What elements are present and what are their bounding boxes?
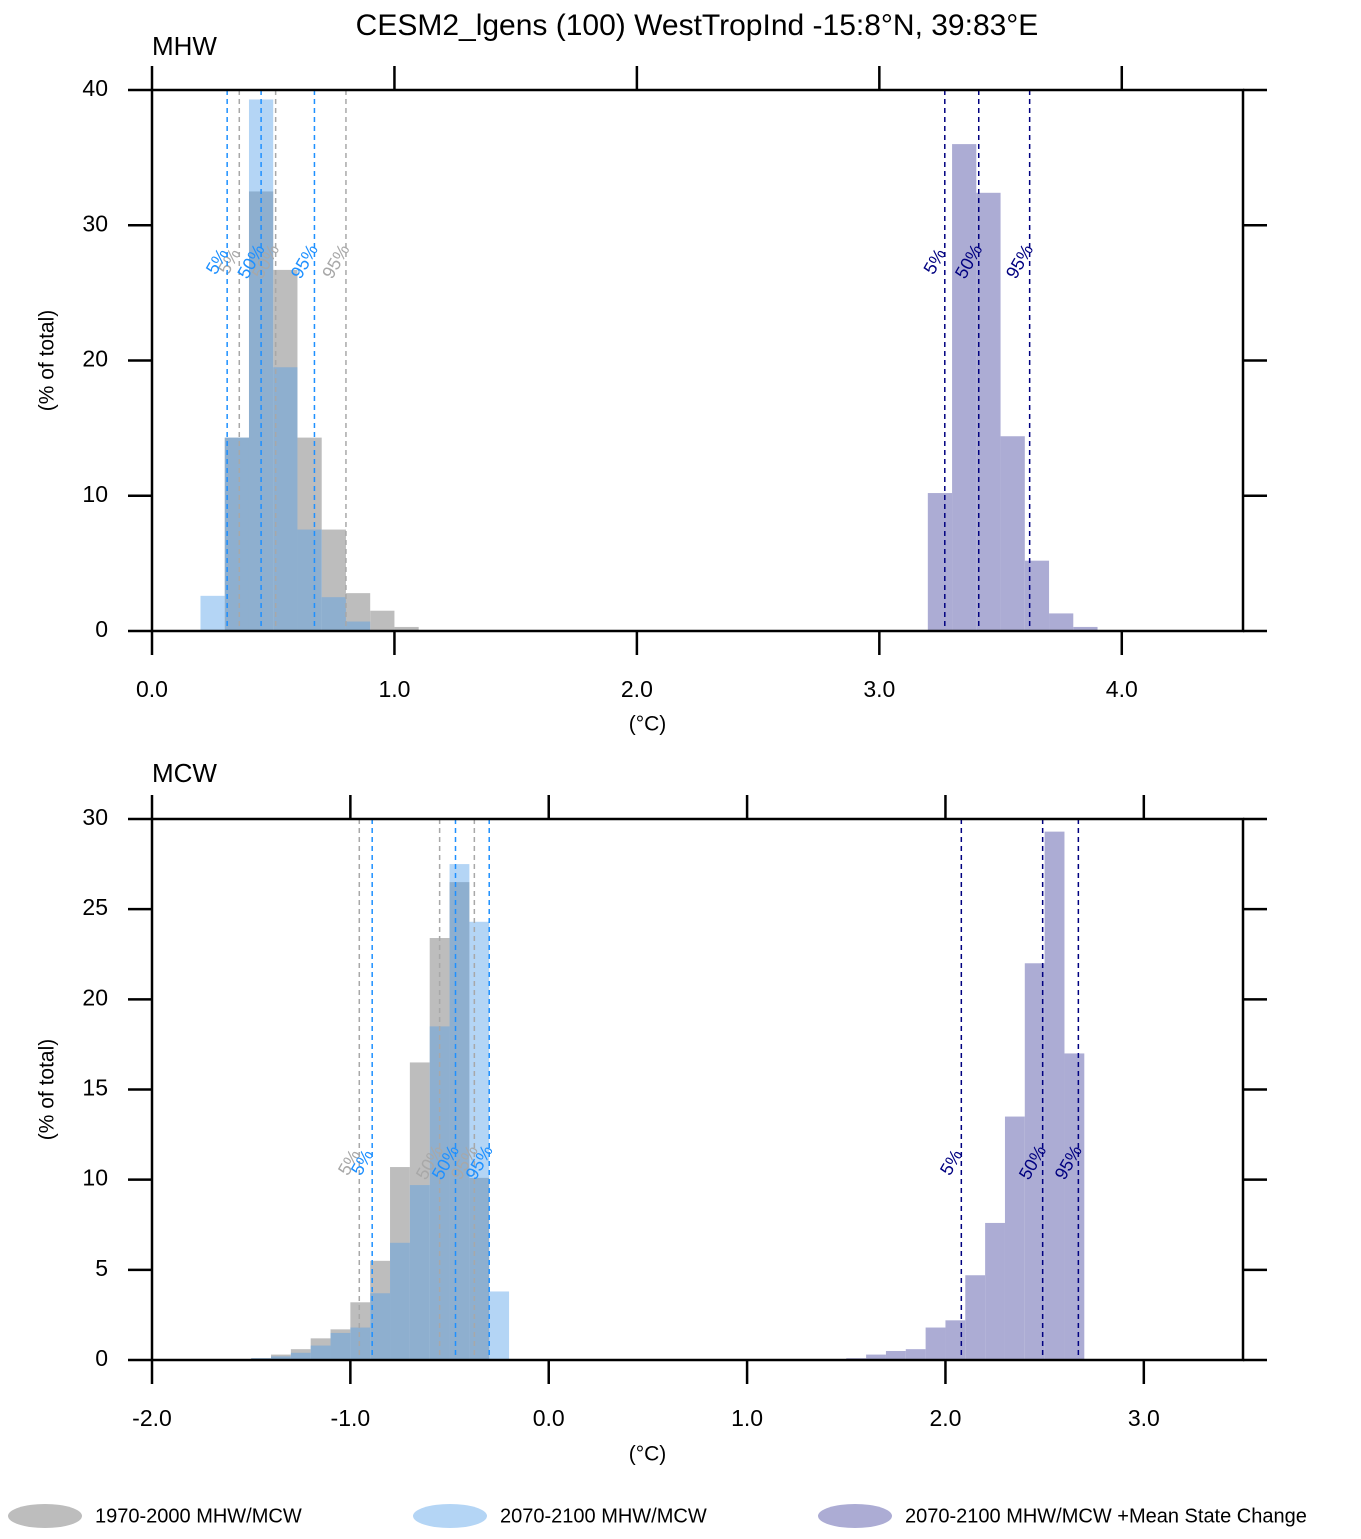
legend-label: 2070-2100 MHW/MCW +Mean State Change [905, 1505, 1307, 1527]
histogram-bar [290, 1349, 311, 1360]
histogram-bar [449, 882, 470, 1360]
panel-label: MCW [152, 758, 217, 788]
histogram-bar [1004, 1116, 1025, 1360]
histogram-bar [345, 621, 371, 631]
histogram-bar [1073, 626, 1098, 631]
y-tick-label: 0 [95, 616, 108, 642]
histogram-bar [1000, 436, 1025, 631]
histogram-bar [1044, 831, 1065, 1360]
histogram-bar [224, 437, 249, 631]
y-tick-label: 5 [95, 1255, 108, 1281]
y-tick-label: 0 [95, 1345, 108, 1371]
histogram-bar [350, 1327, 371, 1360]
histogram-bar [271, 1356, 291, 1360]
histogram-bar [370, 610, 395, 631]
x-tick-label: 2.0 [929, 1405, 961, 1431]
panel-label: MHW [152, 31, 217, 61]
histogram-bar [330, 1332, 351, 1360]
legend-swatch [413, 1504, 487, 1528]
histogram-bar [370, 1293, 391, 1360]
histogram-bar [429, 1026, 450, 1360]
histogram-bar [273, 269, 298, 631]
histogram-bar [297, 529, 322, 631]
histogram-bar [321, 597, 346, 631]
y-tick-label: 10 [82, 1165, 108, 1191]
histogram-bar [469, 921, 490, 1360]
histogram-bar [945, 1320, 966, 1360]
histogram-bar [449, 864, 470, 1360]
y-axis-label: (% of total) [36, 310, 59, 412]
histogram-bar [290, 1352, 311, 1360]
histogram-bar [409, 1062, 430, 1360]
legend-label: 1970-2000 MHW/MCW [95, 1505, 302, 1527]
y-axis-label: (% of total) [36, 1039, 59, 1141]
histogram-bar [965, 1275, 986, 1360]
histogram-bar [390, 1167, 410, 1360]
histogram-bar [394, 626, 419, 631]
histogram-bar [985, 1222, 1005, 1360]
histogram-bar [429, 938, 450, 1360]
histogram-bar [350, 1302, 371, 1360]
histogram-bar [224, 437, 249, 631]
histogram-bar [866, 1354, 886, 1360]
x-tick-label: 3.0 [1128, 1405, 1160, 1431]
histogram-bar [273, 367, 298, 631]
histogram-bar [976, 192, 1001, 632]
histogram-bar [927, 493, 953, 631]
x-axis-label: (°C) [629, 713, 667, 736]
histogram-bar [925, 1327, 946, 1360]
x-tick-label: 1.0 [731, 1405, 763, 1431]
legend-swatch [8, 1504, 82, 1528]
histogram-bar [1024, 560, 1050, 631]
y-tick-label: 10 [82, 481, 108, 507]
histogram-bar [952, 144, 977, 631]
y-tick-label: 30 [82, 210, 108, 236]
histogram-bar [885, 1350, 906, 1360]
histogram-bar [310, 1345, 331, 1360]
x-tick-label: 3.0 [863, 676, 895, 702]
y-tick-label: 20 [82, 346, 108, 372]
x-axis-label: (°C) [629, 1443, 667, 1466]
x-tick-label: -2.0 [132, 1405, 172, 1431]
x-tick-label: 1.0 [378, 676, 410, 702]
y-tick-label: 30 [82, 804, 108, 830]
y-tick-label: 15 [82, 1075, 108, 1101]
histogram-bar [321, 529, 346, 631]
percentile-label: 95% [287, 241, 322, 282]
plot: 5%50%95%5%50%95%5%50%95% [211, 819, 1086, 1360]
histogram-bar [1049, 613, 1074, 631]
histogram-bar [200, 595, 225, 631]
legend-swatch [818, 1504, 892, 1528]
x-tick-label: -1.0 [331, 1405, 371, 1431]
x-tick-label: 0.0 [136, 676, 168, 702]
x-tick-label: 0.0 [533, 1405, 565, 1431]
percentile-label: 95% [1002, 241, 1037, 282]
x-tick-label: 2.0 [621, 676, 653, 702]
plot: 5%50%95%5%50%95%5%50%95% [200, 90, 1098, 632]
legend-label: 2070-2100 MHW/MCW [500, 1505, 707, 1527]
histogram-bar [390, 1242, 410, 1360]
y-tick-label: 20 [82, 984, 108, 1010]
y-tick-label: 40 [82, 75, 108, 101]
percentile-label: 95% [318, 241, 353, 282]
histogram-bar [345, 593, 371, 631]
histogram-bar [370, 1260, 391, 1360]
histogram-bar [1064, 1053, 1085, 1360]
histogram-bar [489, 1291, 510, 1360]
histogram-bar [330, 1329, 351, 1360]
histogram-bar [271, 1354, 291, 1360]
x-tick-label: 4.0 [1106, 676, 1138, 702]
figure-title: CESM2_lgens (100) WestTropInd -15:8°N, 3… [356, 9, 1039, 42]
histogram-bar [310, 1338, 331, 1360]
histogram-bar [409, 1185, 430, 1360]
y-tick-label: 25 [82, 894, 108, 920]
histogram-bar [905, 1349, 926, 1360]
histogram-bar [297, 437, 322, 631]
histogram-bar [1024, 963, 1045, 1360]
